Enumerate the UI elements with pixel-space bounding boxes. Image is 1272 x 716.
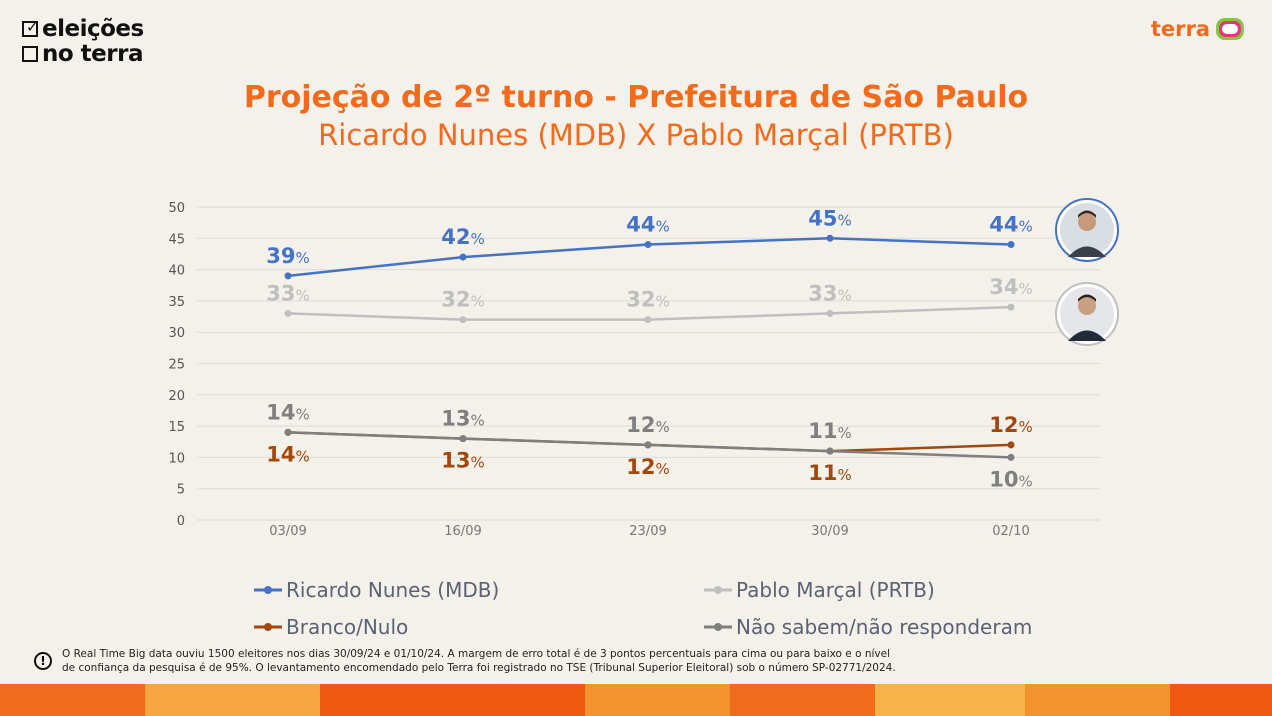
- data-point-1: [459, 316, 467, 324]
- x-tick-label: 30/09: [811, 524, 848, 539]
- line-chart: 0 5 10 15 20 25 30 35 40 45 50 03/09 16/09 23/09 30/09…: [168, 198, 1119, 539]
- checkbox-checked-icon: ✓: [22, 18, 39, 37]
- data-point-0: [1007, 241, 1015, 249]
- y-tick-label: 50: [168, 201, 185, 216]
- y-tick-label: 5: [177, 483, 185, 498]
- y-tick-label: 25: [168, 358, 185, 373]
- data-point-1: [284, 309, 292, 317]
- data-label: 39%: [266, 244, 310, 268]
- terra-logo-icon: [1216, 18, 1244, 40]
- data-point-1: [1007, 303, 1015, 311]
- data-point-2: [1007, 441, 1015, 449]
- data-point-0: [644, 241, 652, 249]
- data-label: 45%: [808, 206, 852, 230]
- footer-line-2: de confiança da pesquisa é de 95%. O lev…: [62, 662, 896, 674]
- brand-line-2: no terra: [42, 40, 143, 67]
- y-tick-label: 0: [177, 514, 185, 529]
- legend-marker-marcal: [704, 586, 732, 594]
- decorative-stripe: [0, 684, 1272, 716]
- avatar-pablo-marcal: [1055, 282, 1119, 346]
- x-tick-label: 03/09: [269, 524, 306, 539]
- checkbox-empty-icon: [22, 45, 38, 62]
- x-tick-label: 16/09: [444, 524, 481, 539]
- terra-wordmark: terra: [1150, 17, 1210, 41]
- data-label: 12%: [626, 413, 670, 437]
- info-icon: !: [34, 652, 52, 670]
- data-label: 12%: [626, 455, 670, 479]
- data-label: 32%: [626, 288, 670, 312]
- legend-item-branco: Branco/Nulo: [254, 615, 408, 639]
- data-label: 11%: [808, 461, 852, 485]
- data-point-1: [826, 309, 834, 317]
- data-label: 44%: [989, 213, 1033, 237]
- y-tick-label: 40: [168, 264, 185, 279]
- data-point-3: [459, 435, 467, 443]
- data-label: 14%: [266, 400, 310, 424]
- data-label: 33%: [808, 281, 852, 305]
- y-tick-label: 15: [168, 420, 185, 435]
- methodology-note: ! O Real Time Big data ouviu 1500 eleito…: [34, 647, 1254, 675]
- legend-label-branco: Branco/Nulo: [286, 615, 409, 639]
- y-tick-label: 10: [168, 451, 185, 466]
- y-tick-label: 20: [168, 389, 185, 404]
- x-tick-label: 02/10: [992, 524, 1029, 539]
- chart-legend: Ricardo Nunes (MDB) Pablo Marçal (PRTB) …: [0, 574, 1272, 644]
- data-label: 44%: [626, 213, 670, 237]
- legend-marker-naosabem: [704, 623, 732, 631]
- y-tick-label: 45: [168, 232, 185, 247]
- legend-label-marcal: Pablo Marçal (PRTB): [736, 578, 935, 602]
- avatar-ricardo-nunes: [1055, 198, 1119, 262]
- brand-line-1: eleições: [42, 15, 144, 42]
- data-label: 42%: [441, 225, 485, 249]
- chart-subtitle: Ricardo Nunes (MDB) X Pablo Marçal (PRTB…: [318, 118, 954, 152]
- data-label: 10%: [989, 467, 1033, 491]
- data-point-3: [644, 441, 652, 449]
- data-point-3: [284, 428, 292, 436]
- brand-logo-terra: terra: [1151, 16, 1246, 42]
- legend-item-naosabem: Não sabem/não responderam: [704, 615, 1032, 639]
- legend-marker-branco: [254, 623, 282, 631]
- data-label: 12%: [989, 413, 1033, 437]
- legend-marker-nunes: [254, 586, 282, 594]
- footer-line-1: O Real Time Big data ouviu 1500 eleitore…: [62, 648, 891, 660]
- data-point-3: [826, 447, 834, 455]
- data-label: 14%: [266, 442, 310, 466]
- data-label: 33%: [266, 281, 310, 305]
- y-tick-label: 30: [168, 326, 185, 341]
- data-point-0: [459, 253, 467, 261]
- legend-item-nunes: Ricardo Nunes (MDB): [254, 578, 499, 602]
- legend-label-naosabem: Não sabem/não responderam: [736, 615, 1033, 639]
- brand-logo-eleicoes: ✓ eleições no terra: [22, 15, 144, 67]
- data-point-0: [826, 234, 834, 242]
- legend-label-nunes: Ricardo Nunes (MDB): [286, 578, 500, 602]
- data-label: 34%: [989, 275, 1033, 299]
- data-label: 32%: [441, 288, 485, 312]
- legend-item-marcal: Pablo Marçal (PRTB): [704, 578, 935, 602]
- footer-text: O Real Time Big data ouviu 1500 eleitore…: [62, 647, 896, 675]
- data-point-0: [284, 272, 292, 280]
- data-label: 11%: [808, 419, 852, 443]
- data-point-1: [644, 316, 652, 324]
- chart-title: Projeção de 2º turno - Prefeitura de São…: [243, 80, 1029, 115]
- y-tick-label: 35: [168, 295, 185, 310]
- data-label: 13%: [441, 407, 485, 431]
- data-label: 13%: [441, 449, 485, 473]
- data-point-3: [1007, 453, 1015, 461]
- x-tick-label: 23/09: [629, 524, 666, 539]
